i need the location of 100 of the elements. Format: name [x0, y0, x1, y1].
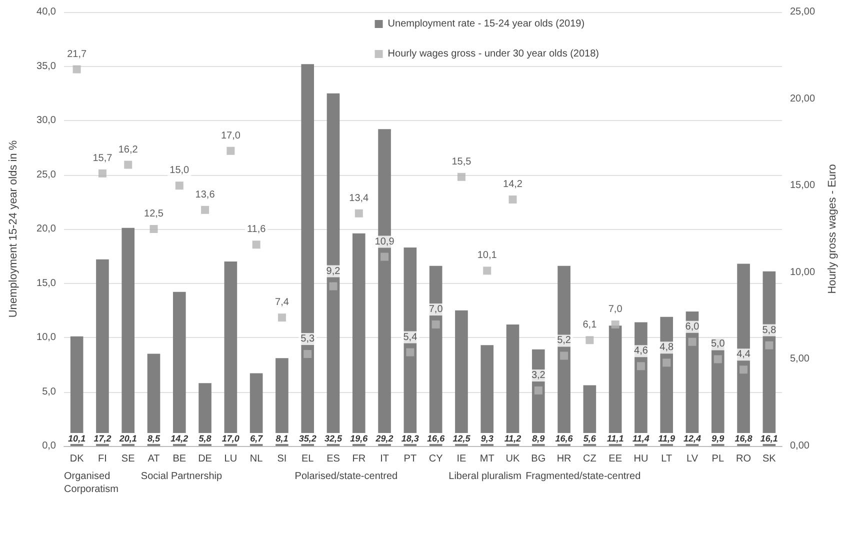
text: Fragmented/state-centred [526, 471, 641, 482]
bar [301, 64, 314, 446]
data-label: 7,4 [275, 297, 290, 308]
x-tick-label: DE [198, 454, 212, 464]
point [226, 146, 235, 155]
x-tick-label: FI [98, 454, 107, 464]
data-label: 11,4 [632, 434, 650, 444]
x-tick-label: AT [148, 454, 160, 464]
point [611, 320, 620, 328]
data-label: 12,5 [144, 208, 164, 220]
data-label: 14,2 [170, 434, 188, 444]
text: Organised Corporatism [64, 471, 118, 495]
x-tick-label: LV [686, 454, 698, 464]
point [252, 240, 260, 249]
x-tick-label: RO [736, 454, 752, 464]
point [175, 182, 184, 190]
x-tick-label: NL [250, 454, 264, 464]
data-label: 11,2 [504, 434, 522, 444]
data-label: 9,9 [712, 434, 724, 444]
point [765, 341, 774, 350]
point [98, 169, 106, 178]
x-tick-label: ES [326, 454, 340, 464]
x-tick-label: HU [634, 454, 648, 464]
x-tick-label: EE [608, 454, 622, 464]
y2-axis-title: Hourly gross wages - Euro [826, 164, 838, 294]
data-label: 8,9 [532, 434, 545, 444]
data-label: 12,4 [683, 434, 702, 444]
data-label: 7,0 [608, 304, 623, 315]
point [432, 320, 440, 328]
y-tick-label: 10,0 [36, 332, 56, 343]
data-label: 16,6 [427, 434, 446, 444]
data-label: 11,1 [606, 434, 624, 444]
data-label: 11,9 [658, 434, 676, 444]
point [662, 358, 671, 367]
x-tick-label: HR [556, 454, 572, 464]
data-label: 10,9 [374, 236, 395, 248]
x-tick-label: BE [172, 454, 186, 464]
data-label: 7,0 [428, 304, 444, 315]
y-tick-label: 30,0 [36, 115, 56, 126]
bar [352, 233, 366, 446]
data-label: 17,2 [94, 434, 112, 444]
data-label: 3,2 [531, 370, 546, 381]
x-tick-label: MT [480, 454, 494, 464]
point [740, 366, 748, 374]
point [150, 225, 158, 233]
data-label: 5,4 [403, 332, 418, 343]
data-label: 5,3 [300, 333, 315, 344]
y2-tick-label: 25,00 [790, 6, 816, 18]
point [714, 355, 722, 364]
text: Polarised/state-centred [294, 471, 398, 482]
x-tick-label: SK [762, 454, 776, 464]
data-label: 29,2 [374, 434, 394, 444]
point [304, 350, 312, 358]
data-label: 4,6 [634, 346, 648, 357]
data-label: 32,5 [324, 434, 343, 444]
data-label: 15,7 [92, 152, 113, 164]
point [354, 209, 363, 218]
point [534, 386, 542, 394]
y2-tick-label: 20,00 [790, 93, 816, 104]
y2-tick-label: 0,00 [790, 440, 810, 452]
y2-tick-label: 15,00 [790, 180, 816, 192]
y-tick-label: 35,0 [36, 60, 56, 72]
data-label: 16,2 [118, 144, 138, 156]
x-tick-label: IE [456, 454, 467, 464]
data-label: 8,5 [147, 434, 161, 444]
legend-label: Hourly wages gross - under 30 year olds (2018) [388, 48, 600, 60]
y-tick-label: 25,0 [36, 169, 56, 180]
y-tick-label: 20,0 [36, 224, 56, 234]
data-label: 19,6 [350, 434, 369, 444]
point [508, 195, 517, 204]
point [329, 282, 338, 290]
y-axis-title: Unemployment 15-24 year olds in % [8, 140, 20, 318]
data-label: 5,0 [710, 338, 726, 350]
legend-label: Unemployment rate - 15-24 year olds (2019) [388, 18, 585, 30]
x-tick-label: PT [404, 454, 417, 464]
data-label: 17,0 [222, 434, 240, 444]
data-label: 9,2 [326, 266, 341, 277]
data-label: 13,4 [349, 192, 370, 204]
bar [326, 93, 340, 446]
bar [480, 345, 494, 446]
x-tick-label: CZ [583, 454, 596, 464]
data-label: 15,0 [170, 165, 190, 176]
point [636, 362, 645, 370]
y2-tick-label: 5,00 [790, 354, 810, 365]
data-label: 12,5 [452, 434, 472, 444]
point [586, 336, 594, 344]
point [201, 206, 210, 214]
y-tick-label: 40,0 [36, 6, 56, 18]
x-tick-label: LU [224, 454, 238, 464]
x-tick-label: CY [428, 454, 444, 464]
x-tick-label: PL [712, 454, 724, 464]
x-tick-label: SI [277, 454, 287, 464]
data-label: 6,1 [582, 320, 598, 331]
data-label: 14,2 [503, 178, 523, 190]
x-tick-label: UK [506, 454, 520, 464]
data-label: 8,1 [276, 434, 288, 444]
x-tick-label: LT [661, 454, 672, 464]
point [688, 338, 696, 346]
data-label: 16,6 [555, 434, 574, 444]
x-tick-label: SE [121, 454, 136, 464]
